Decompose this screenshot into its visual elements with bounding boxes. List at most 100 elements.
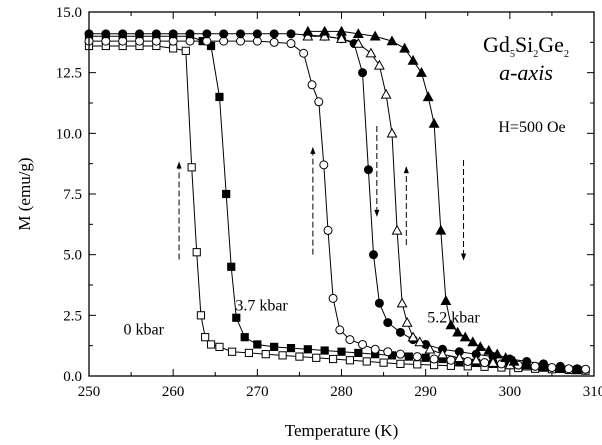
data-point xyxy=(521,359,533,370)
data-point xyxy=(407,331,419,342)
data-point xyxy=(312,353,321,362)
data-point xyxy=(240,333,249,342)
data-point xyxy=(328,293,338,303)
data-point xyxy=(244,348,254,358)
data-point xyxy=(428,117,440,128)
data-point xyxy=(396,297,408,308)
data-point xyxy=(362,357,371,366)
data-point xyxy=(368,250,378,260)
data-point xyxy=(383,318,393,328)
data-point xyxy=(564,364,574,374)
y-tick-label: 0.0 xyxy=(63,369,82,385)
series-line xyxy=(89,40,586,370)
data-point xyxy=(135,29,144,39)
data-point xyxy=(307,80,317,90)
data-point xyxy=(386,127,398,138)
data-point xyxy=(422,91,434,102)
data-point xyxy=(374,298,384,308)
data-point xyxy=(319,160,329,170)
data-point xyxy=(421,353,430,362)
data-point xyxy=(295,352,304,361)
data-point xyxy=(413,360,422,369)
data-point xyxy=(470,354,482,365)
data-point xyxy=(363,165,373,175)
data-point xyxy=(395,327,405,337)
data-point xyxy=(414,336,426,347)
data-point xyxy=(181,46,190,55)
y-tick-label: 12.5 xyxy=(56,66,82,82)
series-line xyxy=(89,35,578,371)
y-tick-label: 5.0 xyxy=(63,248,82,264)
data-point xyxy=(370,344,380,354)
data-point xyxy=(169,44,178,53)
data-point xyxy=(508,355,520,366)
data-point xyxy=(547,363,557,373)
data-point xyxy=(358,339,368,349)
data-point xyxy=(337,347,346,356)
x-axis-title: Temperature (K) xyxy=(285,421,399,440)
data-point xyxy=(270,342,279,351)
data-point xyxy=(314,97,324,107)
data-point xyxy=(380,88,392,99)
data-point xyxy=(215,92,224,102)
data-point xyxy=(253,340,262,349)
data-point xyxy=(299,48,309,58)
pressure-label-0kbar: 0 kbar xyxy=(123,322,164,339)
data-point xyxy=(365,47,377,58)
data-point xyxy=(336,33,347,43)
data-point xyxy=(219,29,229,39)
data-point xyxy=(459,331,471,342)
x-tick-label: 250 xyxy=(78,384,101,400)
data-point xyxy=(500,352,512,362)
data-point xyxy=(352,37,364,48)
data-point xyxy=(286,29,296,39)
data-point xyxy=(491,348,503,359)
data-point xyxy=(416,67,427,77)
chart-title-axis: a-axis xyxy=(499,60,553,85)
data-point xyxy=(227,262,236,271)
data-point xyxy=(354,348,363,358)
data-point xyxy=(453,352,465,362)
data-point xyxy=(379,358,388,367)
data-point xyxy=(581,364,591,374)
data-point xyxy=(386,35,398,46)
data-point xyxy=(538,361,549,372)
formula-part: Ge xyxy=(538,32,564,57)
data-point xyxy=(530,361,540,371)
y-tick-label: 2.5 xyxy=(63,308,82,324)
data-point xyxy=(302,30,314,41)
data-point xyxy=(445,319,457,330)
x-tick-label: 290 xyxy=(414,384,437,400)
data-point xyxy=(269,37,279,47)
data-point xyxy=(319,25,331,36)
data-point xyxy=(187,163,196,172)
data-point xyxy=(401,316,413,327)
data-point xyxy=(373,59,385,70)
data-point xyxy=(358,68,368,78)
data-point xyxy=(185,29,195,39)
data-point xyxy=(101,29,111,39)
data-point xyxy=(328,354,338,364)
y-tick-label: 15.0 xyxy=(56,5,82,21)
data-point xyxy=(303,345,312,354)
arrow-head xyxy=(403,166,409,174)
data-point xyxy=(118,29,128,39)
data-point xyxy=(383,347,393,357)
data-point xyxy=(467,336,479,347)
data-point xyxy=(202,29,212,39)
x-tick-label: 260 xyxy=(162,384,185,400)
data-point xyxy=(192,248,201,257)
data-point xyxy=(396,359,405,368)
data-point xyxy=(440,295,452,305)
data-point xyxy=(483,344,495,355)
arrows xyxy=(176,126,467,261)
data-point xyxy=(446,355,456,365)
data-point xyxy=(554,363,566,373)
data-point xyxy=(480,358,490,368)
tick-labels: 250 260 270 280 290 300 310 0.0 2.5 5.0 7.5 10.0 12.… xyxy=(56,5,602,400)
data-point xyxy=(286,343,296,353)
data-point xyxy=(487,357,499,367)
data-point xyxy=(323,225,333,235)
data-point xyxy=(151,29,161,39)
data-point xyxy=(252,29,262,39)
